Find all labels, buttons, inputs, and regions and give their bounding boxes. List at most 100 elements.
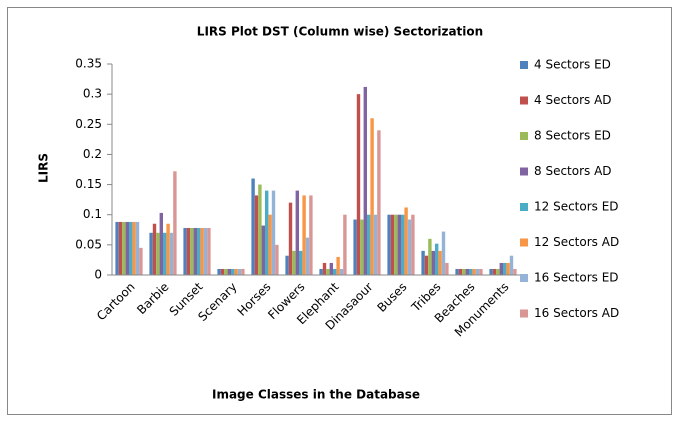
- bar: [275, 244, 279, 275]
- legend-swatch: [520, 61, 528, 69]
- bar: [309, 195, 313, 275]
- bar: [197, 227, 201, 275]
- bar: [390, 214, 395, 275]
- bar: [367, 214, 371, 275]
- bar: [333, 268, 337, 275]
- bar: [336, 256, 340, 275]
- bar: [220, 268, 225, 275]
- bar: [363, 86, 367, 275]
- legend-label: 8 Sectors ED: [534, 129, 611, 143]
- bar: [190, 227, 194, 275]
- bar: [370, 118, 374, 275]
- x-axis-label: Image Classes in the Database: [212, 388, 420, 402]
- bar: [200, 227, 204, 275]
- bar: [401, 214, 405, 275]
- bar: [387, 214, 391, 275]
- bar: [295, 190, 299, 275]
- bar: [292, 250, 296, 275]
- bar: [411, 214, 415, 275]
- bar: [115, 221, 119, 275]
- legend-label: 4 Sectors AD: [534, 93, 612, 107]
- bar: [435, 243, 439, 275]
- bar: [227, 268, 231, 275]
- bar: [496, 268, 500, 275]
- legend-swatch: [520, 132, 528, 140]
- bar: [441, 231, 446, 275]
- bar: [438, 250, 442, 275]
- bar: [258, 184, 262, 275]
- y-tick-label: 0.25: [75, 117, 102, 131]
- bar: [503, 262, 507, 275]
- bar: [139, 247, 143, 275]
- y-tick-label: 0: [94, 268, 102, 282]
- bar: [169, 232, 174, 275]
- bar: [288, 202, 293, 275]
- bar: [356, 94, 361, 276]
- bar: [207, 227, 211, 275]
- bar: [465, 268, 469, 275]
- bar: [125, 221, 129, 275]
- bar: [251, 178, 255, 275]
- bar: [421, 250, 425, 275]
- legend-swatch: [520, 274, 528, 282]
- bar: [506, 262, 510, 275]
- bar: [299, 250, 303, 275]
- bar: [265, 190, 269, 275]
- bar: [186, 227, 191, 275]
- legend-swatch: [520, 96, 528, 105]
- bar: [329, 262, 333, 275]
- bar: [305, 237, 310, 275]
- bar: [254, 195, 259, 275]
- bar: [353, 219, 357, 275]
- bar: [159, 212, 163, 275]
- bar: [475, 268, 480, 275]
- legend-swatch: [520, 167, 528, 176]
- bar: [458, 268, 463, 275]
- bar: [132, 221, 136, 275]
- bar: [373, 214, 378, 275]
- bar: [285, 255, 289, 275]
- y-axis-label: LIRS: [37, 153, 51, 183]
- bar: [343, 214, 347, 275]
- bar: [455, 268, 459, 275]
- y-tick-label: 0.2: [83, 147, 102, 161]
- bar: [326, 268, 330, 275]
- bar: [489, 268, 493, 275]
- bar: [407, 219, 412, 275]
- bar: [472, 268, 476, 275]
- bar: [118, 221, 123, 275]
- bar: [404, 207, 408, 275]
- bar: [261, 225, 265, 275]
- legend-swatch: [520, 238, 528, 247]
- bar: [241, 268, 245, 275]
- bar: [271, 190, 276, 275]
- legend-label: 12 Sectors ED: [534, 200, 619, 214]
- y-tick-label: 0.35: [75, 57, 102, 71]
- bar: [397, 214, 401, 275]
- bar: [394, 214, 398, 275]
- bar: [322, 262, 327, 275]
- bar: [193, 227, 197, 275]
- bar: [224, 268, 228, 275]
- legend-label: 12 Sectors AD: [534, 235, 619, 249]
- bar: [135, 221, 140, 275]
- bar: [152, 223, 157, 275]
- bar: [424, 255, 429, 275]
- bar: [499, 262, 503, 275]
- chart-frame: [7, 7, 672, 415]
- bar: [156, 232, 160, 275]
- bar: [509, 255, 514, 275]
- bar: [469, 268, 473, 275]
- legend-label: 16 Sectors AD: [534, 306, 619, 320]
- bar: [445, 262, 449, 275]
- bar: [479, 268, 483, 275]
- bar: [492, 268, 497, 275]
- legend-swatch: [520, 309, 528, 318]
- y-tick-label: 0.1: [83, 207, 102, 221]
- bar: [183, 227, 187, 275]
- bar: [268, 214, 272, 275]
- bar: [319, 268, 323, 275]
- bar: [237, 268, 242, 275]
- bar: [203, 227, 208, 275]
